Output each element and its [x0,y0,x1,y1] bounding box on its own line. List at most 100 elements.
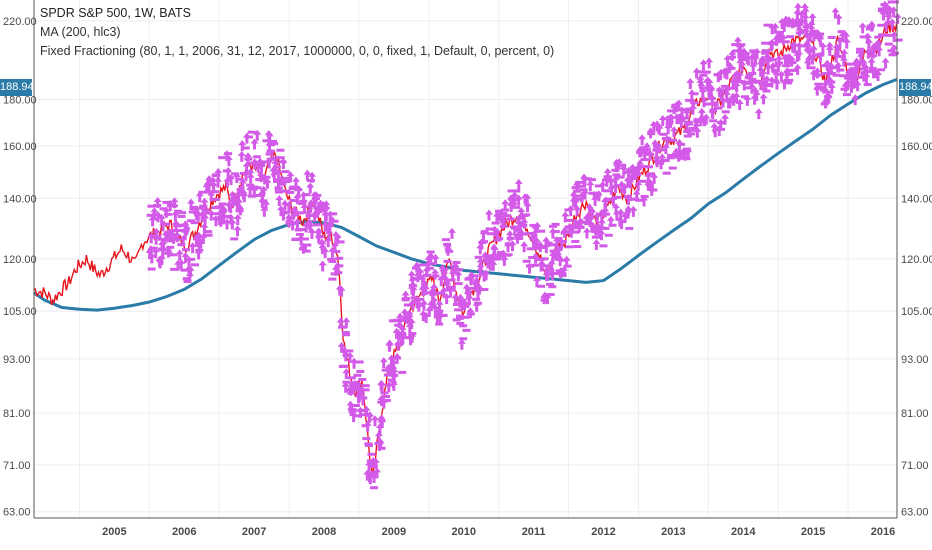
signal-dash-marker [342,333,351,337]
signal-dash-marker [714,106,723,110]
signal-arrow-up-icon [222,218,231,230]
signal-dash-marker [604,233,613,237]
signal-dash-marker [707,96,716,100]
signal-dash-marker [667,109,676,113]
y-tick-label-left: 63.00 [3,507,31,519]
chart-legend: SPDR S&P 500, 1W, BATS MA (200, hlc3) Fi… [40,4,554,61]
signal-dash-marker [274,190,283,194]
signal-arrow-up-icon [430,283,439,295]
signal-arrow-up-icon [640,195,649,207]
x-tick-label: 2015 [801,526,825,538]
signal-dash-marker [316,235,325,239]
signal-arrow-up-icon [809,44,818,56]
signal-dash-marker [716,127,725,131]
signal-arrow-up-icon [233,213,242,225]
signal-dash-marker [702,70,711,74]
signal-arrow-up-icon [663,135,672,147]
signal-dash-marker [458,298,467,302]
signal-dash-marker [856,47,865,51]
signal-arrow-up-icon [698,87,707,99]
signal-dash-marker [439,313,448,317]
signal-dash-marker [571,194,580,198]
signal-arrow-up-icon [321,247,330,259]
signal-dash-marker [248,161,257,165]
signal-dash-marker [493,257,502,261]
signal-arrow-up-icon [250,138,259,150]
signal-arrow-up-icon [290,205,299,217]
signal-dash-marker [602,212,611,216]
signal-dash-marker [222,169,231,173]
signal-arrow-up-icon [759,93,768,105]
signal-dash-marker [546,282,555,286]
signal-dash-marker [668,166,677,170]
signal-arrow-up-icon [606,215,615,227]
legend-symbol-title[interactable]: SPDR S&P 500, 1W, BATS [40,6,191,20]
signal-dash-marker [211,206,220,210]
signal-dash-marker [613,195,622,199]
signal-arrow-up-icon [362,405,371,417]
signal-dash-marker [662,171,671,175]
signal-arrow-up-icon [379,357,388,369]
signal-dash-marker [424,291,433,295]
signal-arrow-up-icon [851,77,860,89]
signal-arrow-up-icon [259,185,268,197]
legend-fixed-fractioning-study[interactable]: Fixed Fractioning (80, 1, 1, 2006, 31, 1… [40,44,555,58]
signal-dash-marker [252,155,261,159]
signal-arrow-up-icon [421,284,430,296]
signal-dash-marker [253,193,262,197]
signal-arrow-up-icon [592,238,601,250]
signal-dash-marker [236,188,245,192]
signal-dash-marker [462,328,471,332]
signal-dash-marker [744,76,753,80]
signal-arrow-up-icon [321,210,330,222]
signal-dash-marker [529,223,538,227]
signal-arrow-up-icon [834,13,843,25]
signal-arrow-up-icon [157,254,166,266]
signal-dash-marker [441,238,450,242]
signal-dash-marker [459,337,468,341]
signal-dash-marker [305,214,314,218]
signal-dash-marker [849,67,858,71]
signal-dash-marker [656,148,665,152]
signal-arrow-up-icon [157,213,166,225]
signal-dash-marker [820,88,829,92]
signal-dash-marker [418,263,427,267]
signal-dash-marker [231,172,240,176]
signal-dash-marker [763,23,772,27]
signal-dash-marker [530,263,539,267]
signal-dash-marker [642,147,651,151]
signal-dash-marker [164,251,173,255]
signal-dash-marker [603,175,612,179]
signal-dash-marker [887,49,896,53]
signal-arrow-up-icon [152,227,161,239]
signal-dash-marker [894,38,903,42]
signal-dash-marker [454,308,463,312]
signal-dash-marker [328,277,337,281]
signal-arrow-up-icon [166,229,175,241]
signal-arrow-up-icon [214,176,223,188]
signal-dash-marker [630,169,639,173]
signal-dash-marker [380,391,389,395]
signal-arrow-up-icon [624,205,633,217]
signal-arrow-up-icon [888,18,897,30]
signal-dash-marker [519,223,528,227]
signal-dash-marker [575,180,584,184]
signal-arrow-up-icon [856,51,865,63]
signal-arrow-up-icon [862,72,871,84]
signal-arrow-up-icon [321,220,330,232]
signal-arrow-up-icon [693,126,702,138]
signal-dash-marker [720,84,729,88]
signal-arrow-up-icon [170,197,179,209]
signal-arrow-up-icon [517,207,526,219]
signal-dash-marker [474,255,483,259]
signal-dash-marker [486,232,495,236]
signal-dash-marker [169,253,178,257]
signal-arrow-up-icon [284,201,293,213]
signal-dash-marker [565,245,574,249]
signal-arrow-up-icon [624,193,633,205]
legend-ma-study[interactable]: MA (200, hlc3) [40,25,121,39]
signal-arrow-up-icon [884,12,893,24]
signal-dash-marker [348,409,357,413]
